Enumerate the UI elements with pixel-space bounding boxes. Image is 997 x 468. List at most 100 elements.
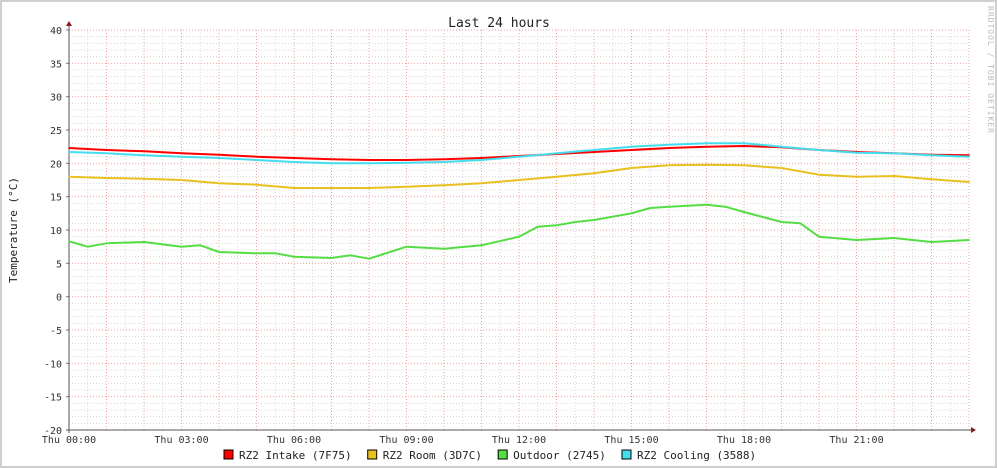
- data-point: [705, 142, 708, 145]
- y-tick-label: -20: [44, 426, 62, 437]
- data-point: [255, 155, 258, 158]
- data-point: [405, 245, 408, 248]
- data-point: [330, 158, 333, 161]
- data-point: [143, 150, 145, 153]
- data-point: [555, 175, 558, 178]
- legend-swatch: [621, 449, 632, 460]
- data-point: [668, 164, 670, 167]
- data-point: [893, 152, 895, 155]
- data-point: [574, 221, 577, 223]
- chart-title: Last 24 hours: [448, 16, 550, 31]
- data-point: [930, 178, 933, 181]
- data-point: [518, 235, 520, 238]
- data-point: [405, 159, 408, 161]
- data-point: [105, 242, 108, 245]
- data-point: [255, 183, 258, 186]
- legend-swatch: [497, 449, 508, 460]
- data-point: [705, 203, 708, 206]
- x-tick-label: Thu 18:00: [717, 435, 771, 446]
- x-axis-arrow-icon: [971, 427, 976, 433]
- data-point: [86, 245, 89, 248]
- data-point: [180, 155, 183, 158]
- data-point: [293, 187, 295, 189]
- y-tick-label: 10: [50, 226, 62, 237]
- data-point: [330, 187, 333, 189]
- data-point: [668, 143, 670, 146]
- series-lines: [68, 142, 970, 260]
- data-point: [855, 151, 858, 154]
- data-point: [930, 241, 933, 243]
- data-point: [743, 211, 745, 213]
- series-line: [68, 203, 970, 260]
- data-point: [593, 151, 595, 153]
- data-point: [443, 184, 445, 187]
- data-point: [199, 244, 202, 247]
- data-point: [893, 237, 895, 239]
- data-point: [68, 240, 70, 243]
- y-axis-label: Temperature (°C): [7, 177, 20, 283]
- data-point: [180, 152, 183, 155]
- rrdtool-watermark: RRDTOOL / TOBI OETIKER: [986, 6, 995, 134]
- data-point: [668, 147, 670, 149]
- data-point: [630, 167, 633, 169]
- y-tick-label: 35: [50, 59, 62, 70]
- data-point: [218, 182, 220, 185]
- y-tick-label: 0: [56, 293, 62, 304]
- data-point: [743, 164, 745, 167]
- data-point: [630, 212, 633, 215]
- x-tick-label: Thu 21:00: [829, 435, 883, 446]
- legend-label: Outdoor (2745): [513, 449, 606, 462]
- data-point: [68, 147, 70, 149]
- y-axis-arrow-icon: [66, 21, 72, 26]
- data-point: [368, 257, 370, 260]
- data-point: [255, 252, 258, 255]
- data-point: [780, 167, 783, 169]
- data-point: [443, 158, 445, 161]
- legend-swatch: [367, 449, 378, 460]
- data-point: [593, 172, 595, 175]
- legend-item: RZ2 Room (3D7C): [367, 449, 482, 462]
- data-point: [274, 252, 277, 255]
- data-point: [649, 207, 652, 209]
- legend-label: RZ2 Intake (7F75): [239, 449, 352, 462]
- data-point: [743, 145, 745, 147]
- x-tick-label: Thu 09:00: [379, 435, 433, 446]
- data-point: [593, 219, 595, 221]
- data-point: [968, 181, 970, 183]
- data-point: [480, 157, 483, 159]
- grid: [68, 29, 970, 431]
- data-point: [705, 145, 708, 148]
- data-point: [218, 153, 220, 156]
- data-point: [405, 185, 408, 188]
- data-point: [105, 152, 108, 155]
- y-tick-label: 30: [50, 93, 62, 104]
- data-point: [105, 177, 108, 179]
- y-tick-label: 25: [50, 126, 62, 137]
- legend: RZ2 Intake (7F75) RZ2 Room (3D7C) Outdoor …: [223, 449, 756, 462]
- data-point: [218, 157, 220, 159]
- data-point: [480, 159, 483, 161]
- data-point: [330, 257, 333, 259]
- data-point: [349, 254, 352, 257]
- y-tick-label: 5: [56, 259, 62, 270]
- data-point: [368, 159, 370, 161]
- data-point: [555, 224, 558, 227]
- data-point: [818, 149, 820, 151]
- data-point: [630, 149, 633, 151]
- data-point: [405, 161, 408, 164]
- data-point: [293, 157, 295, 159]
- data-point: [780, 221, 783, 223]
- data-point: [705, 163, 708, 166]
- data-point: [818, 173, 820, 176]
- x-tick-label: Thu 00:00: [42, 435, 96, 446]
- data-point: [480, 182, 483, 185]
- data-point: [536, 225, 539, 228]
- x-tick-label: Thu 03:00: [154, 435, 208, 446]
- y-tick-label: -5: [50, 326, 62, 337]
- data-point: [330, 162, 333, 165]
- data-point: [630, 145, 633, 148]
- y-tick-label: -15: [44, 393, 62, 404]
- data-point: [143, 241, 145, 243]
